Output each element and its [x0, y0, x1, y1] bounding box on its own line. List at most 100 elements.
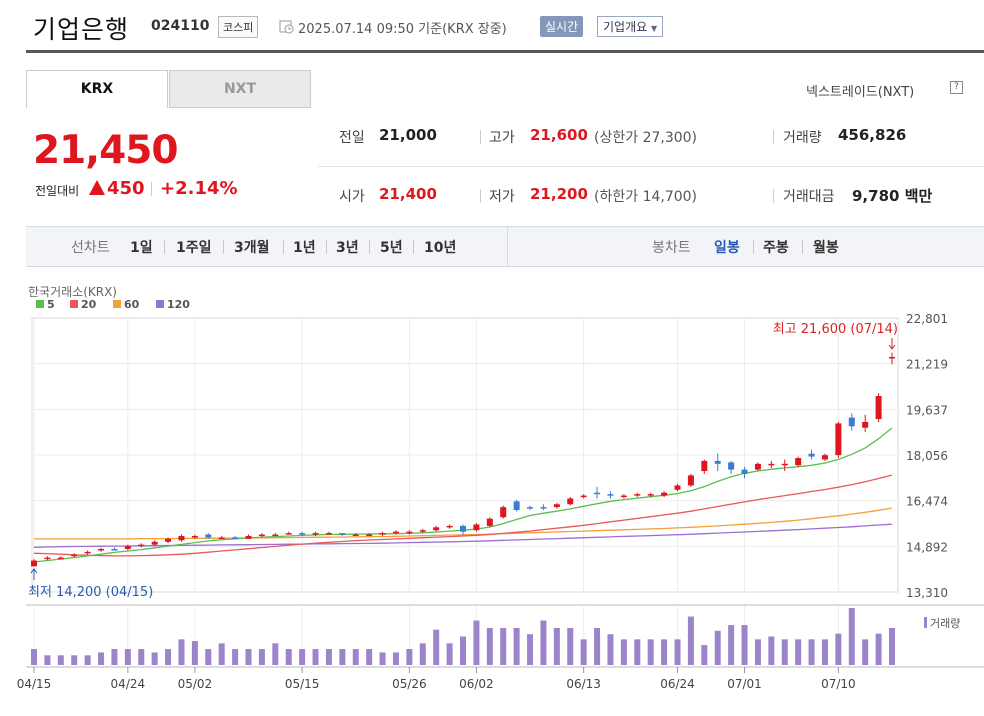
ma60-line: [34, 507, 893, 540]
volume-bar: [634, 639, 641, 665]
candle-body: [31, 560, 37, 567]
volume-bar: [98, 652, 105, 665]
period-1y-button[interactable]: 1년: [293, 240, 316, 256]
help-icon[interactable]: ?: [950, 81, 963, 94]
legend-ma60: 60: [113, 298, 139, 311]
volume-bar: [821, 639, 828, 665]
period-bar: [26, 226, 984, 267]
candle-body: [607, 494, 614, 496]
candle: [808, 449, 815, 460]
candle: [57, 556, 64, 560]
x-tick-label: 07/10: [821, 677, 856, 691]
stats-divider: [318, 166, 984, 167]
volume-bar: [674, 639, 681, 665]
candle-body: [84, 551, 91, 554]
period-1d-button[interactable]: 1일: [130, 240, 153, 256]
y-tick-label: 14,892: [906, 540, 948, 554]
candle: [406, 530, 413, 535]
volume-bar: [835, 633, 842, 665]
candle-body: [473, 524, 480, 531]
volume-bar: [285, 649, 292, 665]
candle-body: [460, 525, 466, 532]
lower-limit: (하한가 14,700): [594, 186, 697, 206]
daily-candle-button[interactable]: 일봉: [714, 240, 740, 256]
candle: [419, 528, 426, 534]
volume-bar: [366, 649, 373, 665]
candle-body: [366, 534, 373, 537]
weekly-candle-button[interactable]: 주봉: [763, 240, 789, 256]
upper-limit-value: 27,300): [642, 130, 698, 146]
candle-body: [218, 537, 225, 539]
candle: [607, 491, 614, 499]
volume-bar: [31, 649, 37, 665]
monthly-candle-button[interactable]: 월봉: [813, 240, 839, 256]
volume-bar: [339, 649, 346, 665]
x-tick-label: 04/24: [111, 677, 146, 691]
volume-bar: [245, 649, 252, 665]
turnover-unit: 백만: [904, 187, 933, 205]
volume-bar: [513, 627, 520, 665]
volume-bar: [754, 639, 761, 665]
volume-bar: [553, 627, 560, 665]
x-tick-label: 04/15: [17, 677, 52, 691]
candle: [191, 534, 198, 539]
candle-body: [232, 537, 239, 539]
candle: [299, 531, 306, 536]
x-tick-label: 05/15: [285, 677, 320, 691]
candle: [701, 459, 708, 474]
chart-source: 한국거래소(KRX): [28, 285, 117, 299]
turnover-amount: 9,780: [852, 187, 900, 205]
volume-bar: [124, 649, 131, 665]
lower-limit-value: 14,700): [642, 189, 698, 205]
volume-bar: [325, 649, 332, 665]
candle-body: [714, 460, 721, 464]
candle-body: [151, 541, 158, 545]
period-separator: [802, 240, 803, 254]
realtime-button[interactable]: 실시간: [540, 16, 584, 37]
quote-datetime: 2025.07.14 09:50: [298, 22, 415, 37]
volume-bar: [808, 639, 815, 665]
volume-bar: [620, 639, 627, 665]
period-5y-button[interactable]: 5년: [380, 240, 403, 256]
y-tick-label: 18,056: [906, 449, 948, 463]
candle-body: [674, 485, 681, 490]
period-10y-button[interactable]: 10년: [424, 240, 457, 256]
volume-bar: [580, 639, 587, 665]
candle-body: [44, 557, 51, 560]
prev-close-value: 21,000: [379, 126, 437, 144]
candle: [124, 544, 131, 551]
volume-bar: [714, 630, 721, 665]
tab-krx[interactable]: KRX: [26, 70, 168, 108]
candle-body: [165, 538, 172, 542]
tab-nxt[interactable]: NXT: [169, 70, 311, 108]
candle-body: [352, 534, 359, 537]
volume-bar: [419, 643, 426, 665]
legend-label: 20: [81, 298, 97, 311]
period-separator: [326, 240, 327, 254]
candle-body: [258, 534, 265, 537]
company-overview-dropdown[interactable]: 기업개요 ▼: [597, 16, 664, 37]
current-price: 21,450: [33, 128, 178, 173]
volume-label: 거래량: [783, 130, 822, 146]
candle-body: [594, 492, 601, 495]
volume-legend-label: 거래량: [930, 617, 960, 630]
candle: [553, 502, 560, 509]
volume-bar: [84, 655, 91, 665]
nextrade-link[interactable]: 넥스트레이드(NXT): [806, 85, 915, 100]
volume-bar: [768, 636, 775, 665]
period-3m-button[interactable]: 3개월: [234, 240, 270, 256]
up-triangle-icon: [89, 180, 105, 195]
volume-bar: [460, 636, 466, 665]
period-3y-button[interactable]: 3년: [336, 240, 359, 256]
candle-body: [57, 557, 64, 560]
open-label: 시가: [339, 189, 365, 205]
candle: [312, 531, 319, 536]
candle: [98, 547, 105, 552]
candle: [835, 421, 842, 459]
candle: [84, 550, 91, 555]
candle: [433, 525, 440, 532]
period-1w-button[interactable]: 1주일: [176, 240, 212, 256]
volume-bar: [165, 649, 172, 665]
candle-body: [862, 421, 869, 428]
